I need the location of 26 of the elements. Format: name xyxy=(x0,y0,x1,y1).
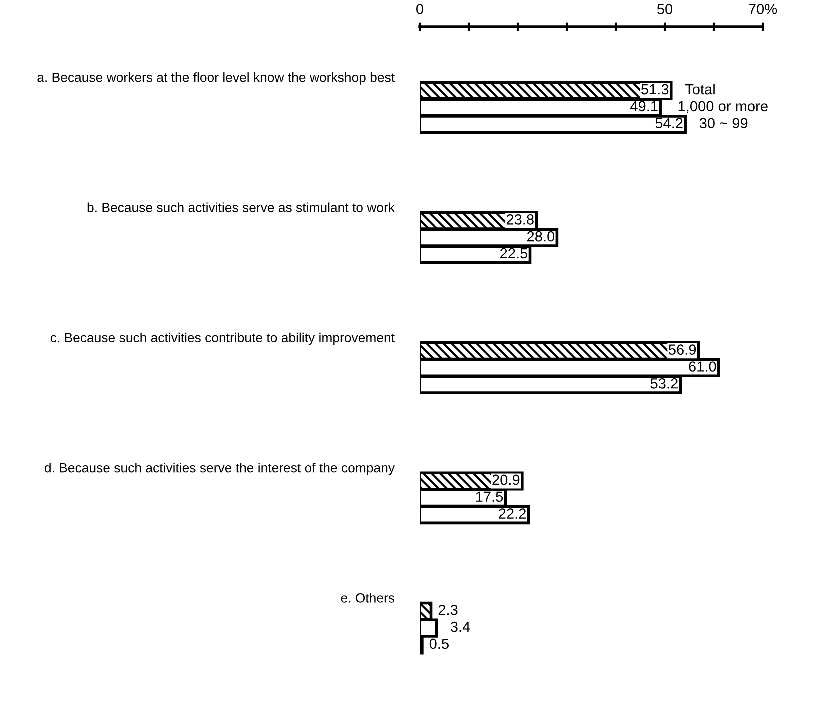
data-label: 22.5 xyxy=(500,248,528,259)
y-tick-label: a. Because workers at the floor level know the workshop best xyxy=(38,72,395,85)
series-label: 1,000 or more xyxy=(678,101,768,114)
data-label: 51.3 xyxy=(642,84,669,95)
series-label: 30 ~ 99 xyxy=(700,118,748,129)
series-label: Total xyxy=(685,84,715,95)
y-tick-label: e. Others xyxy=(341,593,395,603)
y-tick-label: d. Because such activities serve the interest of the company xyxy=(45,463,395,476)
x-tick-label: 50 xyxy=(657,4,673,14)
data-label: 53.2 xyxy=(650,378,678,389)
data-label: 20.9 xyxy=(492,474,520,486)
data-label: 61.0 xyxy=(689,362,716,372)
data-label: 54.2 xyxy=(656,118,683,129)
y-tick-label: c. Because such activities contribute to ability improvement xyxy=(50,332,395,346)
data-label: 17.5 xyxy=(476,492,504,502)
data-label: 23.8 xyxy=(506,214,534,225)
data-label: 2.3 xyxy=(438,604,458,616)
data-label: 49.1 xyxy=(630,101,658,112)
y-tick-label: b. Because such activities serve as stimulant to work xyxy=(88,202,396,212)
data-label: 3.4 xyxy=(450,622,470,632)
data-label: 22.2 xyxy=(499,508,526,519)
x-tick-label: 0 xyxy=(416,4,424,14)
data-label: 0.5 xyxy=(430,638,449,650)
x-tick-label: 70% xyxy=(749,4,778,14)
data-label: 56.9 xyxy=(668,344,696,355)
data-label: 28.0 xyxy=(527,231,555,242)
